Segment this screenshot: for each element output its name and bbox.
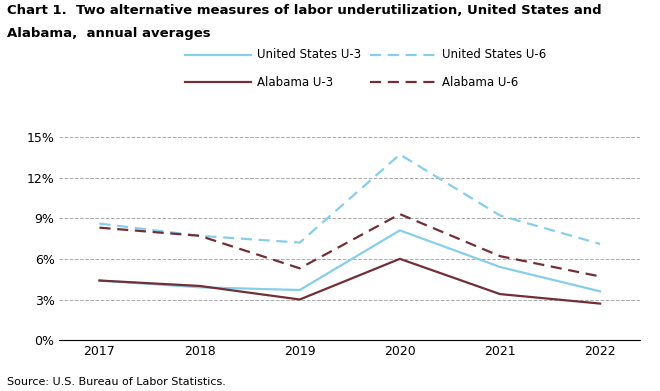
Text: Alabama U-3: Alabama U-3 [257,75,333,89]
Text: Alabama,  annual averages: Alabama, annual averages [7,27,211,40]
Text: Source: U.S. Bureau of Labor Statistics.: Source: U.S. Bureau of Labor Statistics. [7,377,226,387]
Text: Alabama U-6: Alabama U-6 [442,75,519,89]
Text: Chart 1.  Two alternative measures of labor underutilization, United States and: Chart 1. Two alternative measures of lab… [7,4,601,17]
Text: United States U-3: United States U-3 [257,48,362,61]
Text: United States U-6: United States U-6 [442,48,546,61]
